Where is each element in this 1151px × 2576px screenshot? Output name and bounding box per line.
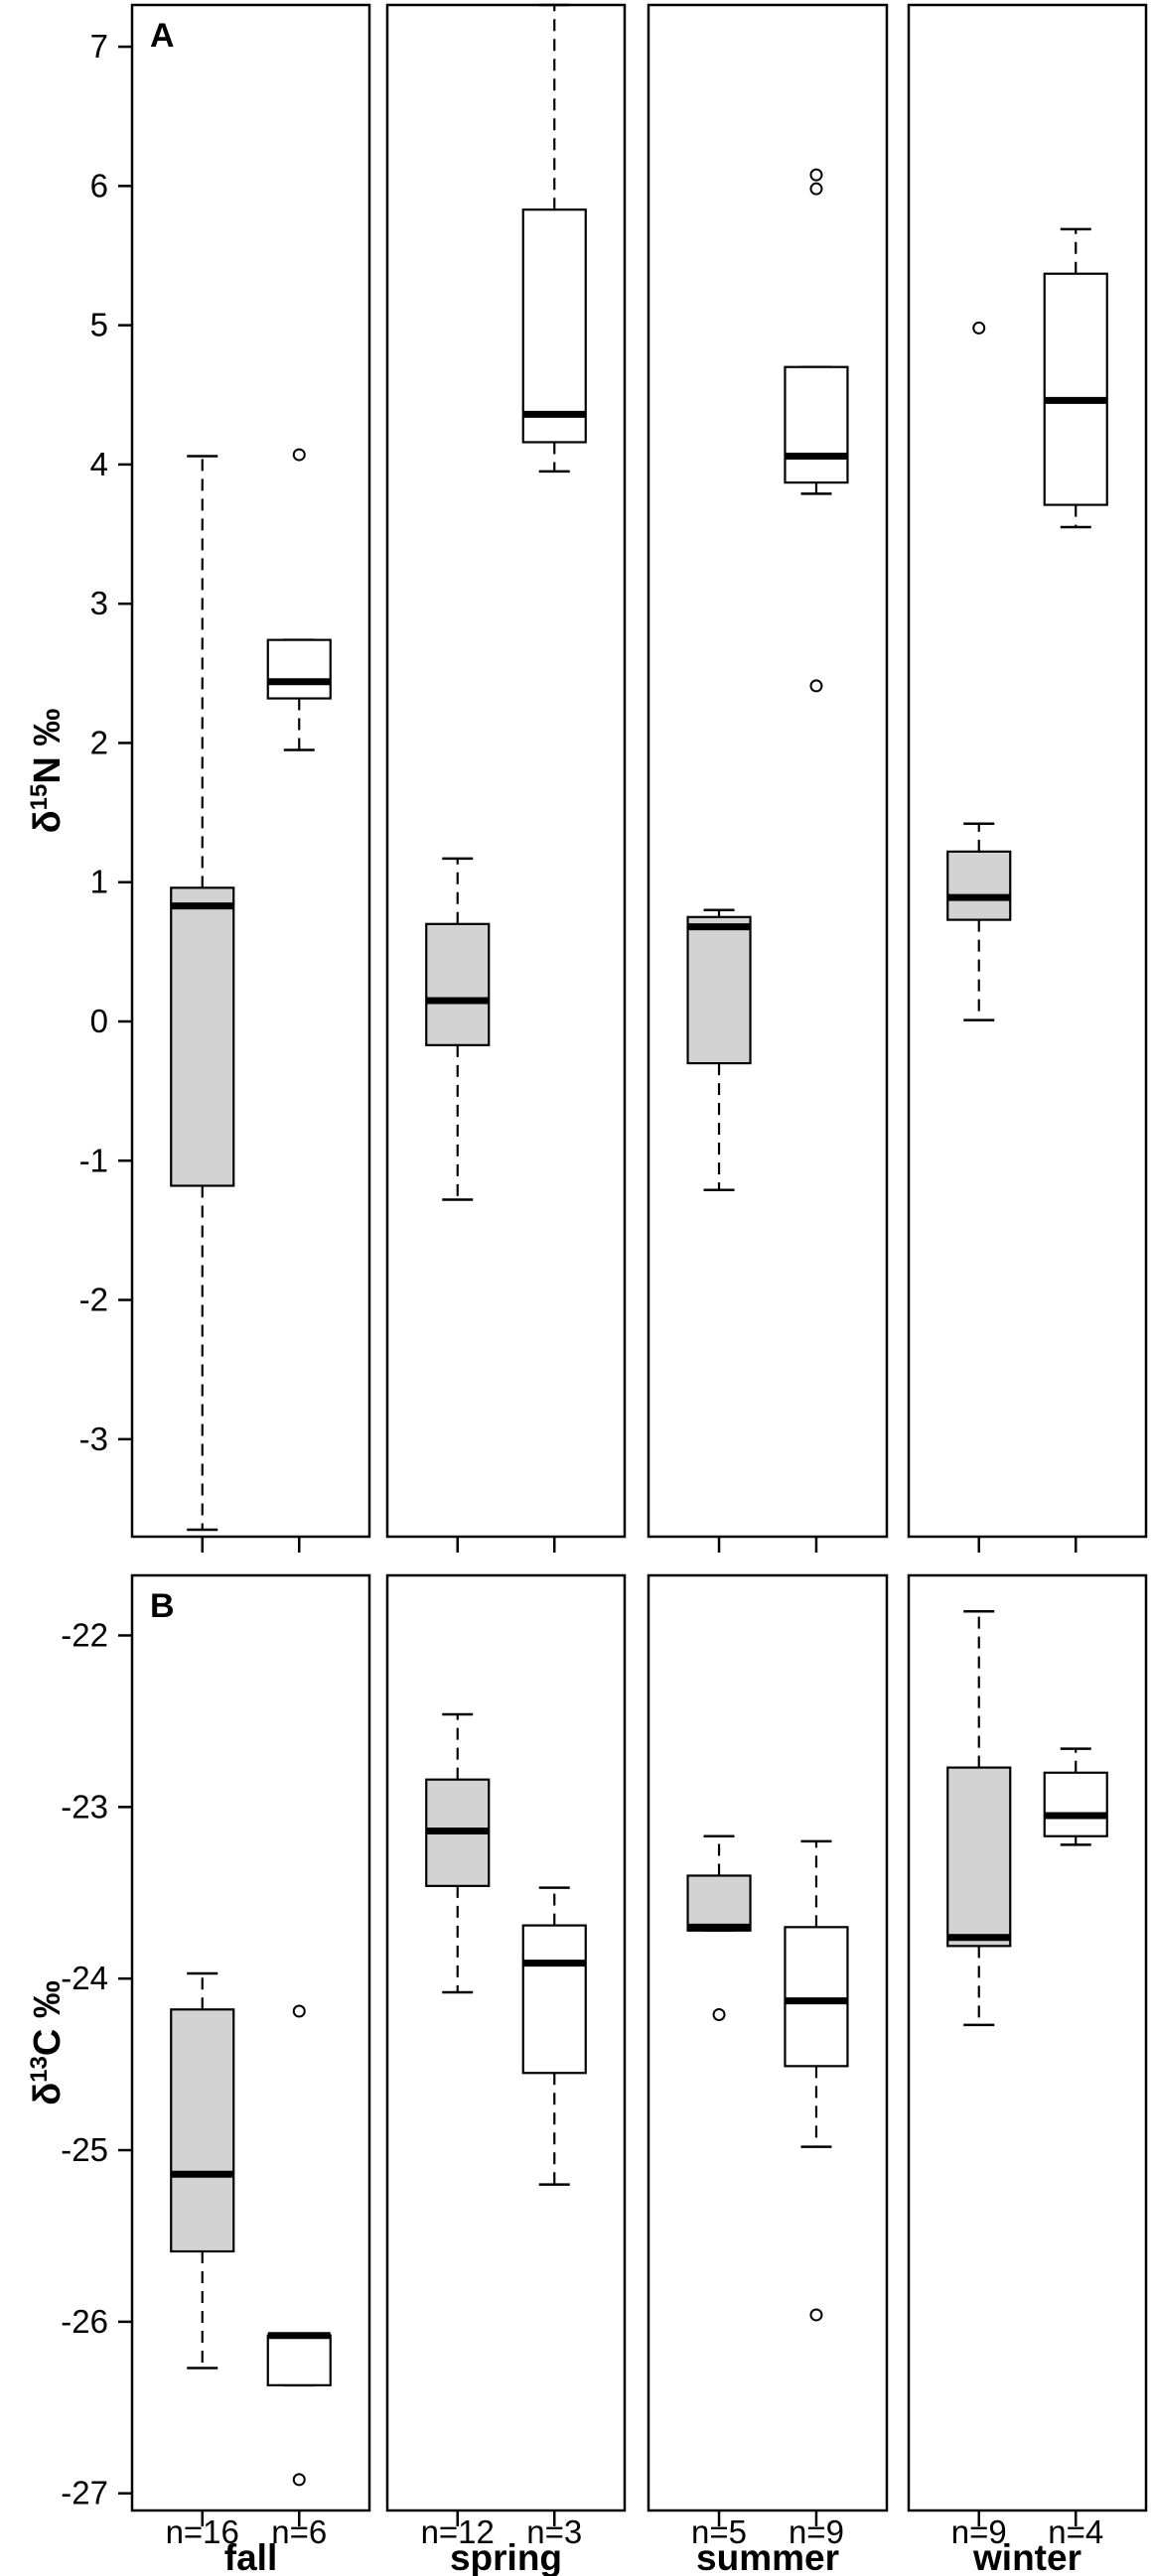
facet-frame-winter (907, 1573, 1148, 2512)
outlier-summer-group2 (809, 679, 823, 693)
group-count-label: n=3 (526, 2513, 582, 2550)
box-fall-group2 (266, 638, 332, 700)
panel-label: A (150, 17, 175, 55)
season-label-fall: fall (224, 2537, 277, 2576)
facet-frame-spring (385, 1573, 627, 2512)
box-winter-group1 (946, 1766, 1012, 1948)
box-fall-group1 (170, 886, 235, 1187)
box-summer-group2 (784, 365, 849, 484)
outlier-summer-group2 (809, 168, 823, 182)
outlier-fall-group2 (292, 2004, 306, 2018)
group-count-label: n=16 (166, 2513, 239, 2550)
outlier-fall-group2 (292, 2473, 306, 2487)
box-winter-group2 (1043, 272, 1108, 506)
group-count-label: n=9 (789, 2513, 844, 2550)
y-tick-label: -27 (61, 2475, 108, 2511)
y-tick-label: 0 (90, 1003, 108, 1039)
y-tick-label: -3 (79, 1421, 108, 1457)
y-tick-label: 1 (90, 864, 108, 900)
season-label-summer: summer (696, 2537, 839, 2576)
y-tick-label: -25 (61, 2131, 108, 2168)
season-label-spring: spring (450, 2537, 562, 2576)
y-tick-label: 7 (90, 28, 108, 65)
outlier-winter-group1 (972, 321, 986, 335)
group-count-label: n=12 (421, 2513, 495, 2550)
y-tick-label: -1 (79, 1142, 108, 1178)
box-spring-group2 (521, 208, 587, 444)
facet-frame-summer (647, 3, 889, 1539)
panel-a: A -3 -2 -1 0 1 2 3 4 5 6 7 δ15N ‰ (26, 3, 1148, 1539)
box-fall-group1 (170, 2008, 235, 2253)
y-tick-label: 3 (90, 585, 108, 621)
box-winter-group2 (1043, 1771, 1108, 1837)
group-count-label: n=4 (1048, 2513, 1103, 2550)
box-summer-group1 (686, 915, 752, 1065)
outlier-summer-group1 (712, 2007, 726, 2021)
box-fall-group2 (266, 2334, 332, 2386)
y-tick-label: 6 (90, 167, 108, 203)
y-tick-label: -26 (61, 2303, 108, 2340)
box-spring-group1 (425, 922, 491, 1046)
y-tick-label: -24 (61, 1960, 108, 1996)
group-count-label: n=5 (691, 2513, 747, 2550)
y-tick-label: -22 (61, 1616, 108, 1653)
y-axis-title: δ13C ‰ (26, 1980, 69, 2105)
facet-frame-spring (385, 3, 627, 1539)
y-tick-label: 5 (90, 307, 108, 343)
facet-frame-summer (647, 1573, 889, 2512)
group-count-label: n=6 (271, 2513, 327, 2550)
facet-frame-fall (130, 3, 371, 1539)
y-tick-label: 4 (90, 446, 108, 482)
y-axis-title: δ15N ‰ (26, 709, 69, 834)
box-summer-group1 (686, 1874, 752, 1932)
y-tick-label: -23 (61, 1788, 108, 1825)
panel-label: B (150, 1587, 175, 1625)
outlier-summer-group2 (809, 2308, 823, 2322)
group-count-label: n=9 (951, 2513, 1007, 2550)
panel-b: B -27 -26 -25 -24 -23 -22 δ13C ‰ (26, 1573, 1148, 2512)
outlier-fall-group2 (292, 448, 306, 462)
season-label-winter: winter (972, 2537, 1081, 2576)
facet-frame-fall (130, 1573, 371, 2512)
box-winter-group1 (946, 850, 1012, 921)
box-spring-group2 (521, 1924, 587, 2075)
facet-frame-winter (907, 3, 1148, 1539)
y-tick-label: 2 (90, 724, 108, 760)
outlier-summer-group2 (809, 182, 823, 196)
box-summer-group2 (784, 1926, 849, 2068)
y-tick-label: -2 (79, 1282, 108, 1318)
